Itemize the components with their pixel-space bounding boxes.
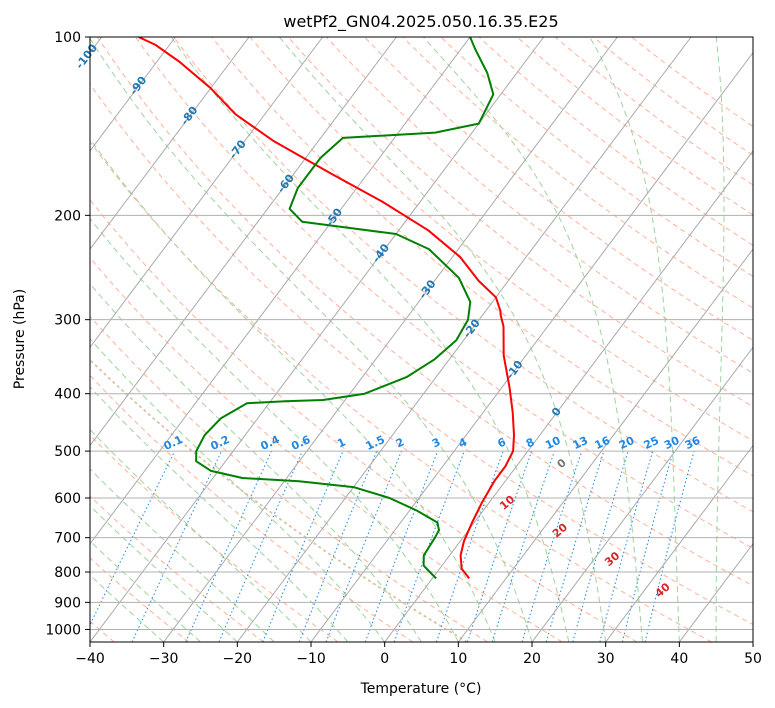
isotherm-line — [163, 37, 618, 642]
x-tick-label: 10 — [449, 651, 467, 667]
isotherm-line — [90, 37, 250, 250]
isotherm-line — [310, 51, 753, 642]
dry-adiabat-line — [211, 37, 753, 477]
mixing-ratio-line — [325, 450, 402, 642]
dry-adiabat-line — [364, 37, 753, 341]
moist-adiabat-line — [90, 282, 422, 642]
x-tick-label: 50 — [744, 651, 762, 667]
isotherm-line — [605, 444, 753, 642]
plot-frame — [89, 36, 754, 643]
y-axis-label: Pressure (hPa) — [12, 289, 28, 389]
isotherm-line — [90, 37, 324, 349]
plot-area — [90, 37, 753, 642]
y-tick-label: 700 — [54, 531, 81, 547]
x-tick-label: 20 — [523, 651, 541, 667]
dry-adiabats — [90, 37, 753, 642]
isotherm-line — [384, 150, 753, 642]
x-tick-label: −20 — [223, 651, 253, 667]
x-tick-label: 0 — [380, 651, 389, 667]
dry-adiabat-line — [325, 37, 753, 374]
moist-adiabat-line — [170, 37, 570, 642]
mixing-ratio-line — [491, 450, 555, 642]
isotherm-line — [457, 248, 753, 642]
mixing-ratio-line — [572, 450, 629, 642]
mixing-ratio-line — [364, 450, 439, 642]
isotherm-line — [90, 37, 545, 642]
mixing-ratio-line — [545, 450, 605, 642]
isotherm-line — [90, 37, 176, 152]
x-axis: −40 −30 −20 −10 0 10 20 30 40 50 — [75, 642, 762, 667]
mixing-ratio-line — [521, 450, 583, 642]
dry-adiabat-line — [249, 37, 753, 442]
moist-adiabat-line — [589, 37, 680, 642]
mixing-ratio-label: 20 — [617, 434, 637, 452]
mixing-ratio-line — [298, 450, 378, 642]
isotherm-line — [236, 37, 692, 642]
isotherm-line — [90, 37, 471, 545]
mixing-ratio-label: 25 — [642, 434, 661, 452]
dry-adiabat-line — [516, 37, 753, 216]
x-axis-label: Temperature (°C) — [360, 681, 482, 697]
temperature-profile-line — [138, 37, 515, 580]
mixing-ratio-line — [185, 450, 272, 642]
y-axis: 100 200 300 400 500 600 700 800 900 1000 — [45, 30, 90, 638]
mixing-ratio-line — [467, 450, 533, 642]
moist-adiabat-line — [90, 37, 533, 642]
mixing-ratio-label: 13 — [571, 434, 590, 452]
y-tick-label: 800 — [54, 565, 81, 581]
dry-adiabat-line — [478, 37, 753, 247]
moist-adiabat-line — [90, 386, 349, 642]
moist-adiabat-line — [90, 468, 275, 642]
profile-series — [138, 37, 515, 580]
moist-adiabat-line — [715, 37, 725, 642]
mixing-ratio-line — [621, 450, 674, 642]
y-tick-label: 1000 — [45, 622, 81, 638]
dry-adiabat-line — [90, 198, 638, 642]
moist-adiabat-line — [90, 540, 201, 642]
x-tick-label: −40 — [75, 651, 105, 667]
dry-adiabat-line — [90, 141, 712, 642]
y-tick-label: 600 — [54, 491, 81, 507]
y-tick-label: 900 — [54, 595, 81, 611]
moist-adiabat-line — [278, 37, 607, 642]
isotherms — [90, 37, 753, 642]
mixing-ratio-line — [599, 450, 654, 642]
y-tick-label: 200 — [54, 208, 81, 224]
pressure-gridlines — [90, 37, 753, 630]
lcl-curve — [90, 358, 468, 642]
mixing-ratio-label: 16 — [593, 434, 613, 452]
mixing-ratio-label: 36 — [683, 434, 703, 452]
moist-adiabat-line — [90, 505, 238, 642]
mixing-ratio-line — [262, 450, 344, 642]
moist-adiabat-line — [90, 428, 312, 642]
x-tick-label: 30 — [597, 651, 615, 667]
mixing-ratio-line — [218, 450, 303, 642]
isotherm-line — [90, 37, 397, 447]
y-tick-label: 100 — [54, 30, 81, 46]
x-tick-label: 40 — [670, 651, 688, 667]
lcl-curve-line — [90, 358, 468, 642]
moist-adiabat-line — [90, 574, 165, 642]
mixing-ratio-line — [90, 450, 176, 626]
dewpoint-profile-line — [195, 37, 495, 580]
dry-adiabat-line — [90, 315, 488, 642]
moist-adiabat-line — [90, 138, 496, 642]
chart-title: wetPf2_GN04.2025.050.16.35.E25 — [283, 12, 558, 32]
y-tick-label: 300 — [54, 313, 81, 329]
x-tick-label: −30 — [149, 651, 179, 667]
isotherm-line — [531, 346, 753, 642]
y-tick-label: 400 — [54, 387, 81, 403]
x-tick-label: −10 — [296, 651, 326, 667]
mixing-ratio-label: 10 — [543, 434, 563, 452]
mixing-ratio-label: 30 — [662, 434, 682, 452]
dry-adiabat-line — [90, 83, 753, 626]
y-tick-label: 500 — [54, 444, 81, 460]
dry-adiabat-line — [90, 374, 414, 642]
moist-adiabats — [90, 37, 725, 642]
moist-adiabat-line — [422, 37, 643, 642]
dry-adiabat-line — [554, 37, 753, 186]
